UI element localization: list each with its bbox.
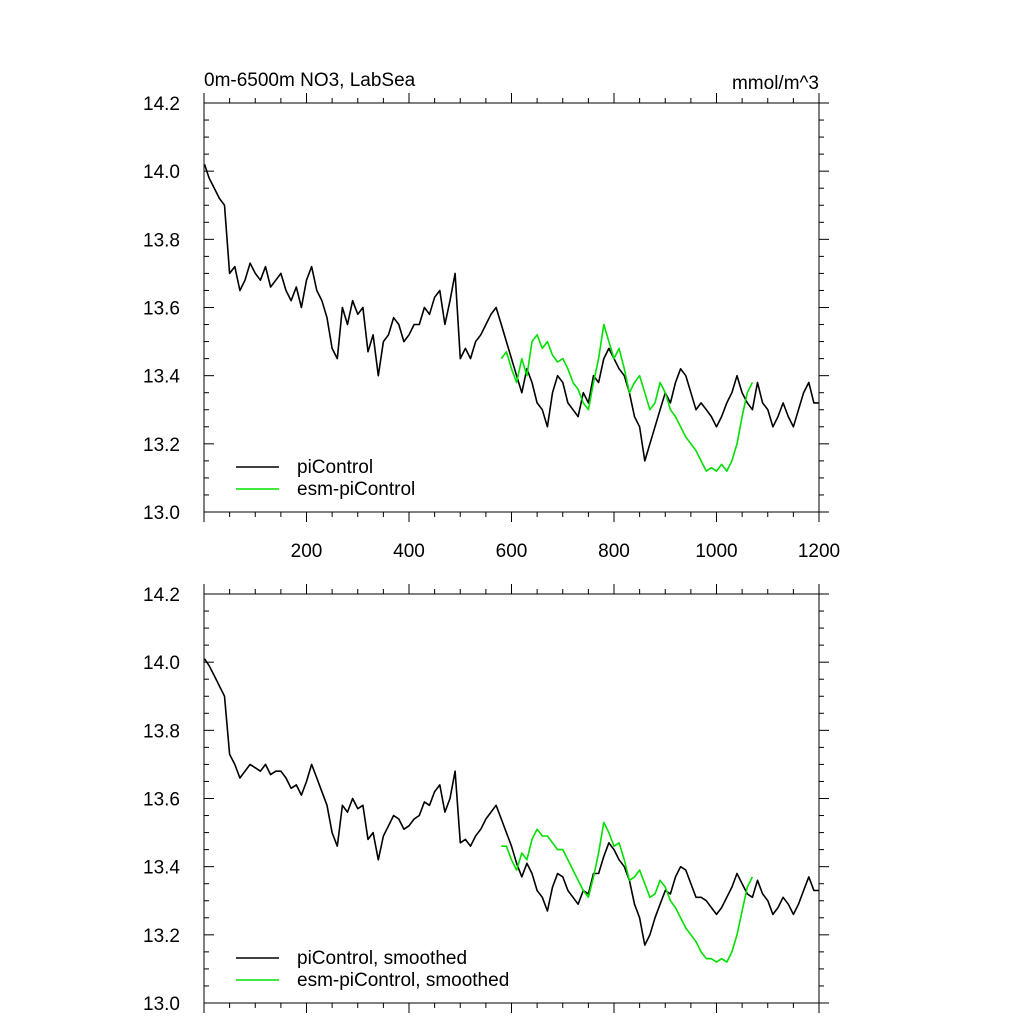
y-tick-label: 13.2 bbox=[143, 435, 180, 456]
y-tick-label: 14.0 bbox=[143, 162, 180, 183]
x-tick-label: 600 bbox=[496, 541, 528, 562]
legend-label: esm-piControl, smoothed bbox=[297, 970, 509, 991]
series-line-esm-picontrol bbox=[500, 323, 754, 472]
x-tick-label: 200 bbox=[291, 541, 323, 562]
series-line-picontrol-smoothed bbox=[203, 658, 819, 946]
y-tick-label: 14.2 bbox=[143, 94, 180, 115]
legend-label: piControl, smoothed bbox=[297, 948, 467, 969]
y-tick-label: 14.0 bbox=[143, 653, 180, 674]
x-tick-label: 800 bbox=[598, 541, 630, 562]
y-tick-label: 13.0 bbox=[143, 503, 180, 524]
y-tick-label: 13.6 bbox=[143, 790, 180, 811]
top-panel: 13.0 13.2 13.4 13.6 13.8 14.0 14.2 200 400 600 800… bbox=[143, 70, 840, 562]
x-tick-label: 1200 bbox=[798, 541, 840, 562]
y-tick-label: 13.2 bbox=[143, 926, 180, 947]
y-tick-label: 13.6 bbox=[143, 299, 180, 320]
series-line-picontrol bbox=[203, 164, 819, 462]
x-tick-label: 400 bbox=[393, 541, 425, 562]
units-label: mmol/m^3 bbox=[732, 73, 819, 94]
x-tick-label: 1000 bbox=[695, 541, 737, 562]
bottom-panel: 13.0 13.2 13.4 13.6 13.8 14.0 14.2 piControl, s… bbox=[143, 584, 829, 1015]
y-tick-label: 13.4 bbox=[143, 367, 180, 388]
legend-label: piControl bbox=[297, 457, 373, 478]
y-tick-label: 13.4 bbox=[143, 858, 180, 879]
series-line-esm-picontrol-smoothed bbox=[501, 821, 754, 963]
y-tick-label: 13.0 bbox=[143, 994, 180, 1015]
y-tick-label: 14.2 bbox=[143, 585, 180, 606]
plot-frame bbox=[203, 102, 820, 513]
y-tick-label: 13.8 bbox=[143, 721, 180, 742]
chart-title: 0m-6500m NO3, LabSea bbox=[204, 70, 416, 91]
plot-frame bbox=[203, 593, 820, 1004]
y-tick-label: 13.8 bbox=[143, 230, 180, 251]
legend-label: esm-piControl bbox=[297, 479, 415, 500]
